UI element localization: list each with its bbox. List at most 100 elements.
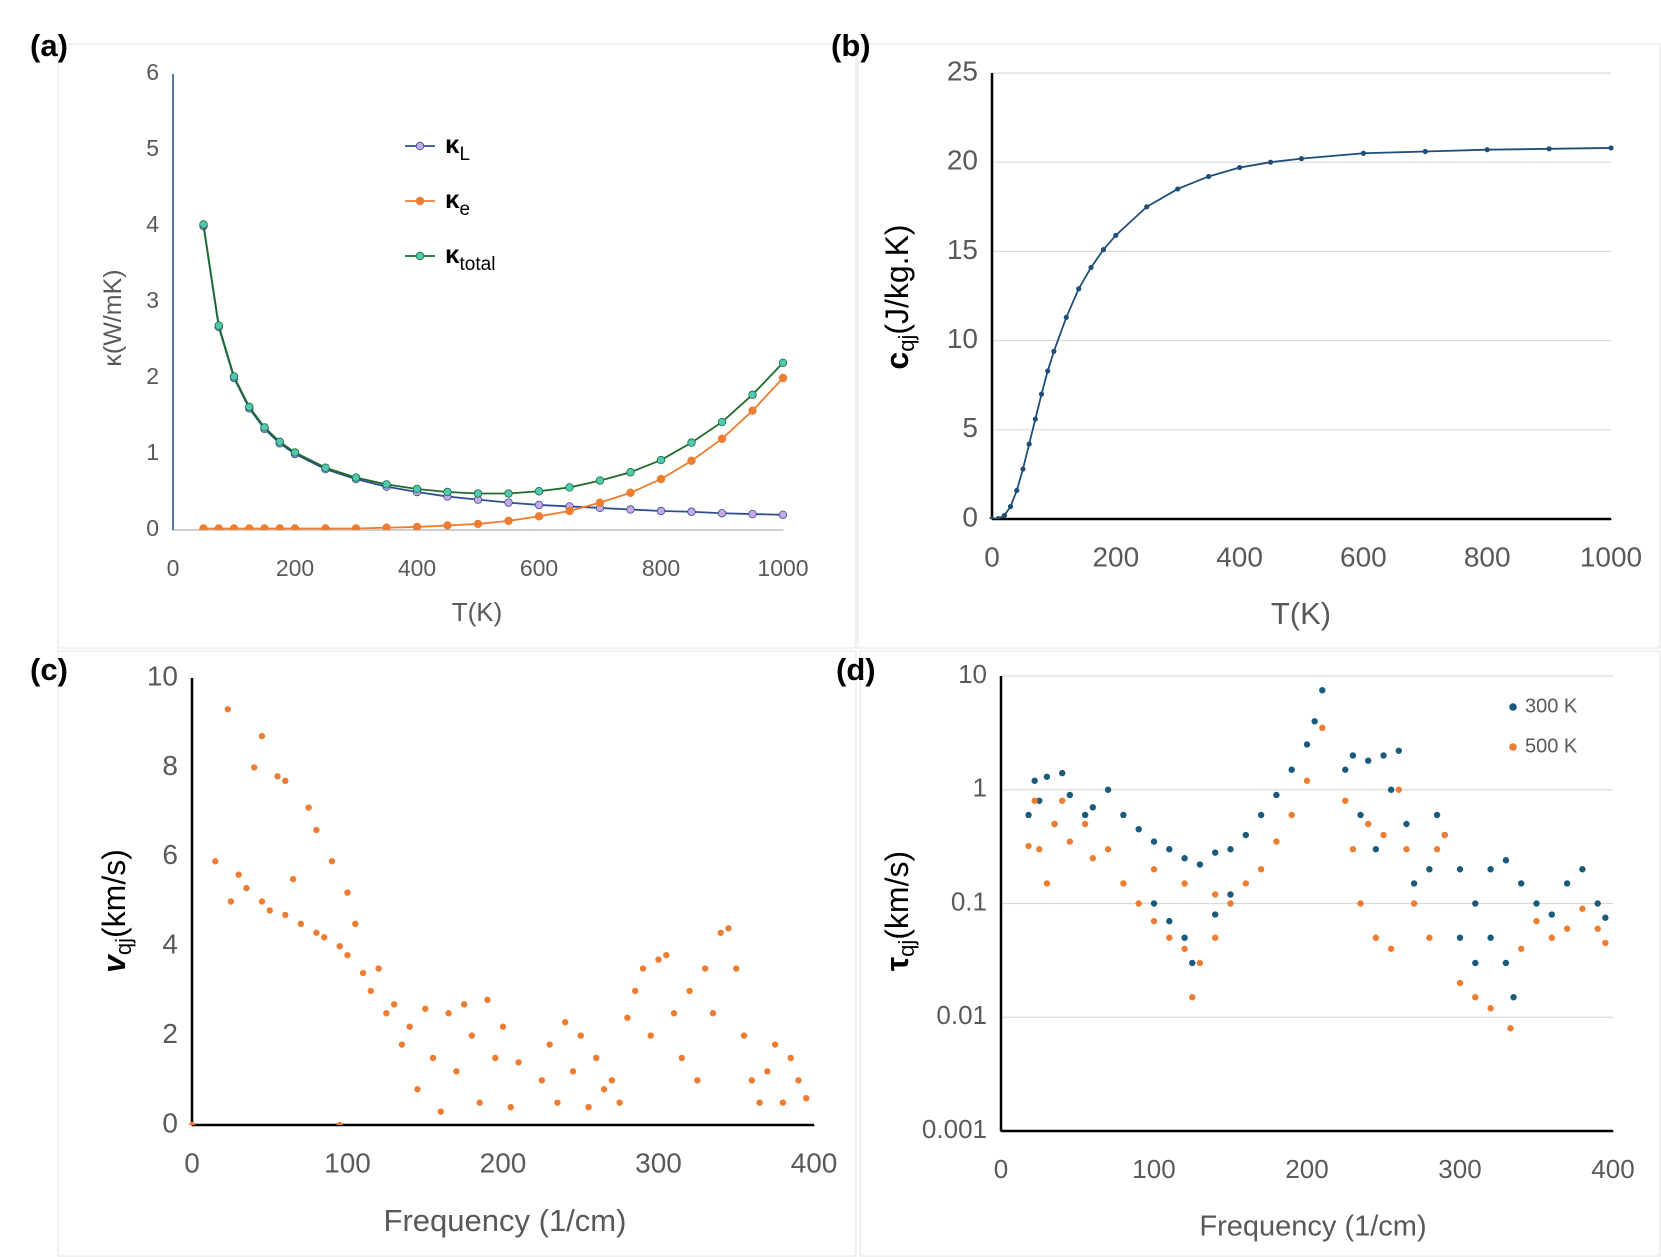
point: [1372, 934, 1380, 941]
point: [1043, 773, 1051, 780]
point: [569, 1068, 577, 1075]
point: [1181, 855, 1188, 862]
point: [678, 1054, 686, 1062]
point: [274, 773, 281, 780]
y-tick-label: 10: [947, 323, 978, 354]
point: [1227, 846, 1234, 853]
marker: [412, 522, 422, 530]
point: [429, 1054, 437, 1062]
marker: [229, 524, 239, 530]
marker: [1175, 186, 1181, 192]
marker: [626, 488, 635, 497]
marker: [1088, 264, 1094, 271]
point: [538, 1077, 546, 1084]
point: [1365, 820, 1372, 828]
point: [756, 1099, 763, 1106]
point: [1066, 838, 1074, 845]
legend-marker: [1509, 703, 1517, 711]
legend-sub: total: [460, 254, 496, 275]
legend-label: κL: [445, 129, 470, 165]
point: [1257, 811, 1265, 819]
point: [733, 965, 740, 972]
marker: [778, 358, 788, 367]
point: [740, 1032, 748, 1039]
marker: [1032, 416, 1038, 422]
point: [258, 898, 266, 905]
y-axis-label-sub: qj: [894, 940, 919, 957]
point: [1166, 846, 1173, 853]
x-tick-label: 600: [1340, 541, 1387, 572]
point: [1441, 831, 1448, 839]
point: [1104, 786, 1112, 793]
y-axis-label: cqj(J/kg.K): [879, 224, 918, 369]
marker: [748, 406, 757, 415]
y-axis-label-text: κ(W/mK): [99, 269, 127, 366]
point: [1089, 855, 1097, 862]
marker: [534, 512, 544, 521]
marker: [1298, 156, 1305, 162]
y-tick-label: 15: [947, 234, 978, 265]
marker: [778, 373, 788, 383]
point: [305, 804, 312, 811]
point: [1150, 900, 1158, 907]
point: [1579, 905, 1586, 912]
point: [499, 1023, 507, 1030]
marker: [473, 489, 483, 498]
point: [1410, 880, 1418, 887]
point: [375, 965, 382, 972]
marker: [321, 524, 330, 530]
point: [1387, 945, 1395, 952]
legend-label: κtotal: [445, 239, 495, 275]
point: [1349, 846, 1357, 853]
point: [282, 911, 289, 919]
point: [336, 943, 343, 950]
marker: [275, 524, 284, 530]
point: [1288, 766, 1295, 773]
point: [1563, 925, 1571, 932]
point: [1025, 811, 1032, 819]
y-axis-label-unit: (J/kg.K): [879, 224, 915, 334]
marker: [1063, 314, 1069, 321]
point: [1031, 797, 1038, 804]
marker: [534, 487, 544, 496]
y-tick-label: 1: [973, 773, 987, 803]
marker: [260, 423, 269, 432]
marker: [1608, 145, 1614, 151]
point: [1059, 769, 1066, 777]
legend-sub: L: [460, 144, 471, 165]
point: [624, 1014, 631, 1021]
panel-border: [859, 650, 1661, 1257]
point: [1135, 900, 1142, 907]
panel: (b) 0 5 10 15 20 25 0 200 400 600 800 1000 T(K) cqj(J/…: [831, 28, 1661, 649]
point: [344, 889, 351, 896]
point: [313, 929, 320, 936]
point: [289, 875, 297, 883]
x-axis-label: Frequency (1/cm): [1199, 1211, 1426, 1243]
point: [422, 1005, 429, 1012]
y-tick-label: 2: [162, 1018, 178, 1049]
point: [1212, 934, 1219, 941]
point: [1227, 891, 1234, 898]
x-tick-label: 800: [1464, 541, 1511, 572]
marker: [1076, 286, 1082, 292]
point: [1051, 820, 1058, 828]
point: [1594, 925, 1601, 932]
x-axis-label: T(K): [1271, 596, 1331, 631]
legend-sub: e: [460, 199, 471, 220]
point: [468, 1032, 476, 1039]
x-tick-label: 200: [1285, 1154, 1328, 1184]
point: [1036, 846, 1043, 853]
y-tick-label: 5: [146, 135, 159, 161]
marker: [382, 480, 391, 489]
point: [1166, 917, 1173, 925]
x-tick-label: 0: [184, 1147, 200, 1178]
point: [367, 987, 375, 995]
marker: [504, 489, 513, 498]
y-axis-label-text: c: [879, 352, 915, 370]
point: [476, 1099, 483, 1106]
y-tick-label: 0.01: [936, 1000, 987, 1030]
plot-area: [989, 145, 1614, 519]
point: [585, 1103, 592, 1111]
